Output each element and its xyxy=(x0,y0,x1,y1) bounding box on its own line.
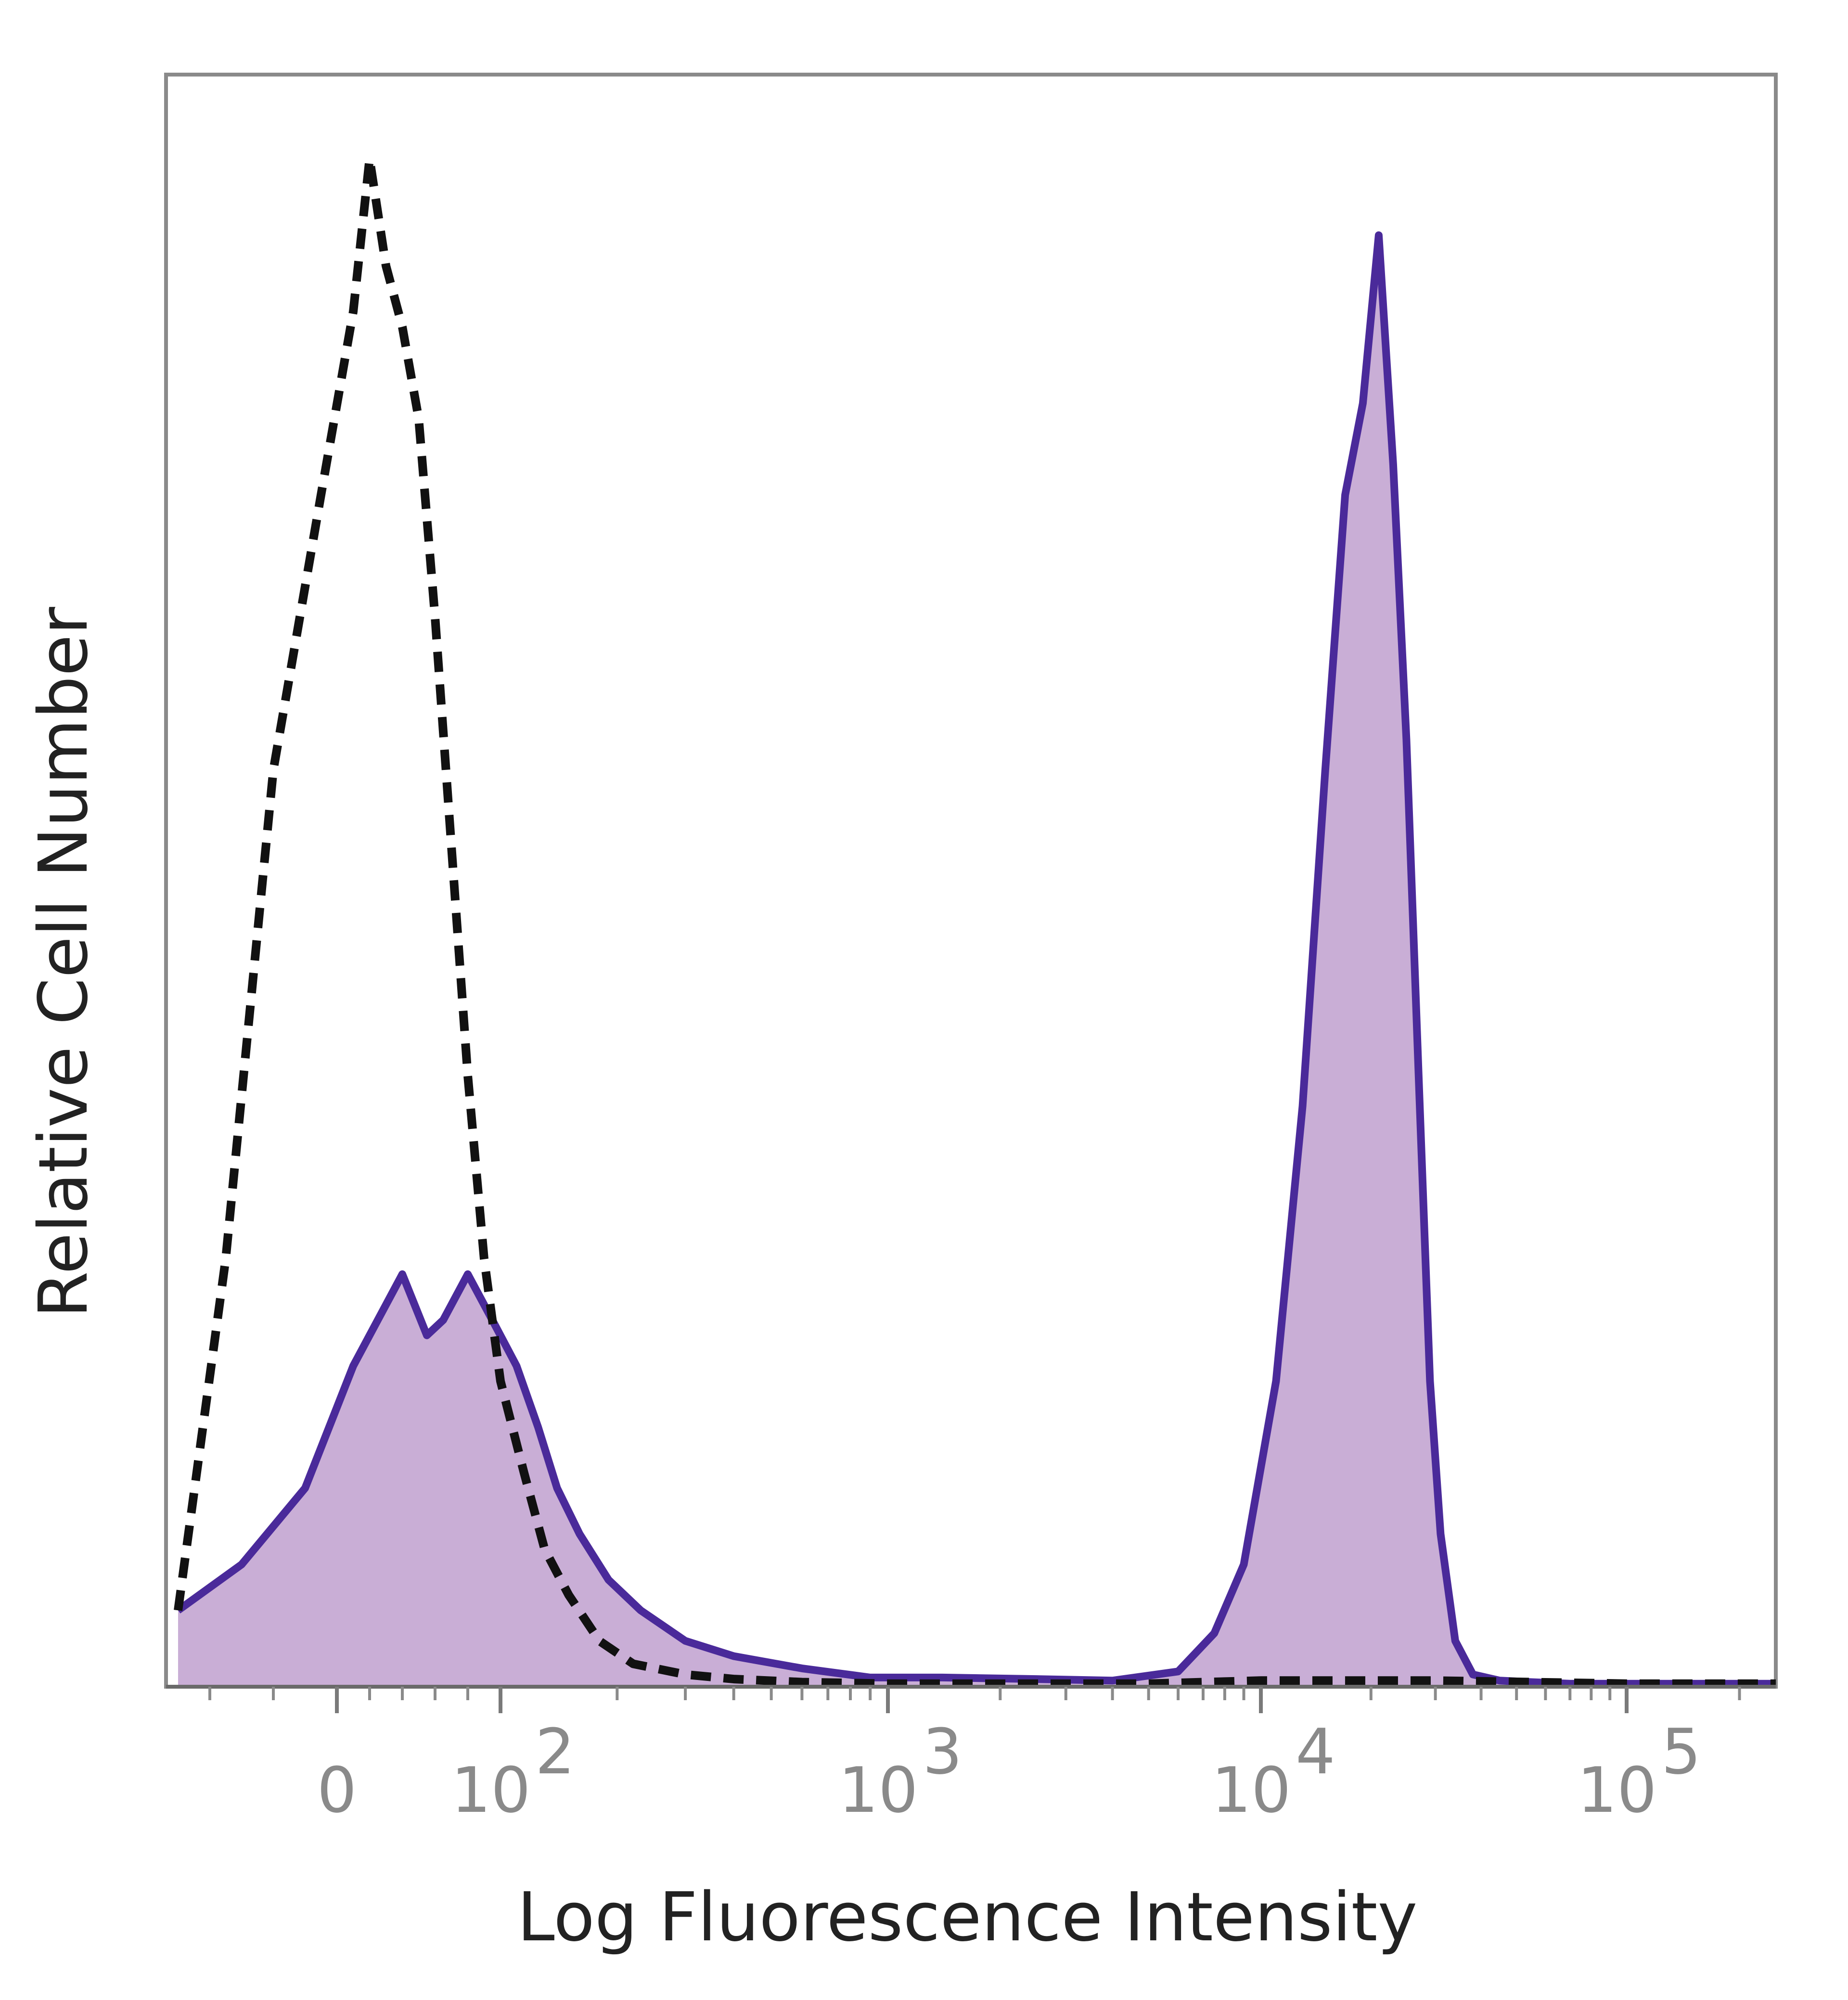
x-tick-label: 0 xyxy=(317,1754,357,1827)
x-tick-exponent: 2 xyxy=(535,1715,575,1788)
x-axis-title: Log Fluorescence Intensity xyxy=(517,1878,1418,1957)
x-tick-exponent: 4 xyxy=(1296,1715,1335,1788)
x-tick-label: 10 xyxy=(1211,1754,1291,1827)
x-tick-label: 10 xyxy=(1577,1754,1656,1827)
x-tick-label: 10 xyxy=(451,1754,530,1827)
y-axis-title: Relative Cell Number xyxy=(25,607,103,1318)
series-0-fill xyxy=(178,235,1776,1687)
series-1-dashed-line xyxy=(174,154,1776,1688)
series-0-line xyxy=(176,231,1776,1688)
x-tick-label: 10 xyxy=(838,1754,918,1827)
x-tick-exponent: 5 xyxy=(1661,1715,1701,1788)
series-layer xyxy=(174,154,1776,1688)
x-tick-exponent: 3 xyxy=(923,1715,962,1788)
